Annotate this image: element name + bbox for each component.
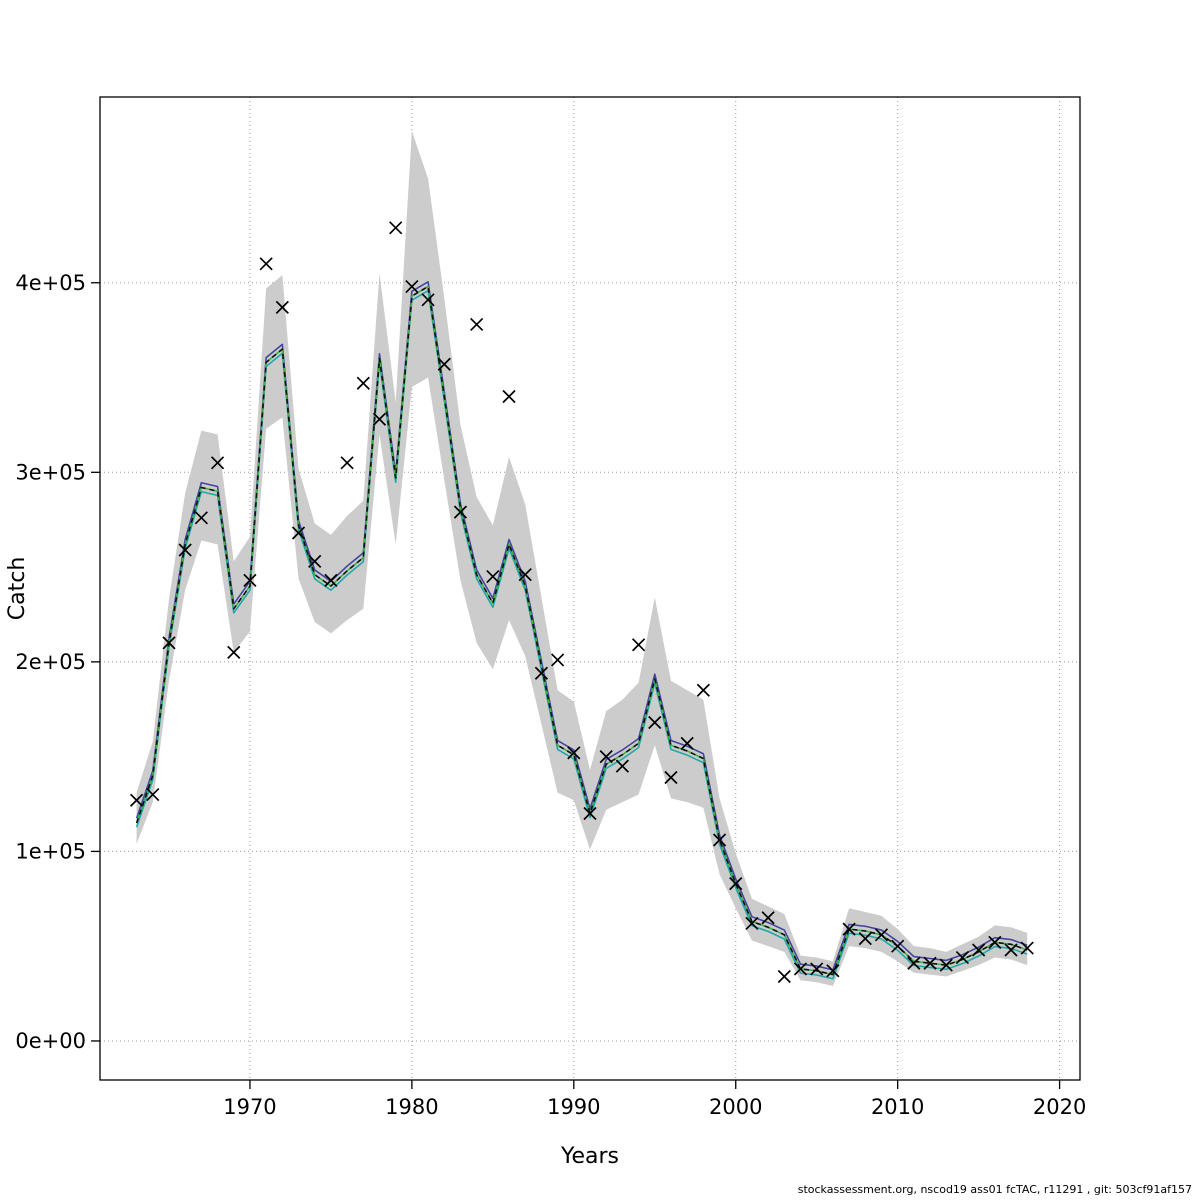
x-tick-label: 2010: [871, 1095, 924, 1119]
observed-catch-marker: [615, 759, 629, 773]
observed-catch-marker: [291, 526, 306, 540]
observed-catch-marker: [227, 645, 241, 659]
observed-catch-marker: [793, 962, 808, 976]
observed-catch-marker: [551, 653, 565, 667]
observed-catch-marker: [955, 950, 970, 965]
plot-border: [99, 96, 1081, 1081]
observed-catch-marker: [631, 638, 646, 652]
observed-catch-marker: [324, 573, 338, 587]
x-tick-label: 1980: [385, 1095, 438, 1119]
observed-catch-marker: [761, 911, 775, 925]
observed-catch-marker: [356, 376, 370, 390]
observed-catch-marker: [680, 736, 694, 750]
y-tick-label: 4e+05: [15, 271, 86, 295]
observed-catch-marker: [259, 257, 273, 271]
observed-catch-marker: [939, 958, 953, 972]
observed-catch-marker: [1020, 941, 1034, 955]
observed-catch-marker: [972, 943, 986, 957]
observed-catch-marker: [858, 931, 872, 946]
y-tick-label: 0e+00: [15, 1029, 86, 1053]
observed-catch-marker: [178, 543, 192, 557]
observed-catch-marker: [567, 746, 581, 760]
observed-catch-marker: [502, 389, 516, 404]
observed-catch-marker: [874, 928, 889, 942]
observed-catch-marker: [907, 956, 921, 970]
observed-catch-marker: [486, 569, 500, 584]
observed-catch-marker: [453, 505, 468, 519]
assessment-source-footer: stockassessment.org, nscod19 ass01 fcTAC…: [797, 1183, 1192, 1196]
x-tick-label: 2020: [1033, 1095, 1086, 1119]
observed-catch-marker: [518, 568, 532, 582]
observed-catch-marker: [664, 770, 678, 785]
observed-catch-marker: [437, 357, 451, 371]
fit-run-dashed: [135, 285, 1028, 976]
y-axis-title: Catch: [5, 557, 30, 621]
observed-catch-marker: [389, 221, 403, 235]
observed-catch-marker: [648, 715, 662, 730]
x-axis-title: Years: [560, 1144, 619, 1169]
observed-catch-marker: [891, 939, 905, 953]
observed-catch-marker: [210, 456, 225, 470]
observed-catch-marker: [194, 511, 208, 525]
observed-catch-marker: [696, 683, 710, 697]
observed-catch-marker: [243, 573, 257, 587]
observed-catch-marker: [162, 636, 176, 650]
y-tick-label: 2e+05: [15, 650, 86, 674]
observed-catch-marker: [470, 317, 484, 332]
y-tick-label: 3e+05: [15, 460, 86, 484]
observed-catch-marker: [534, 666, 549, 680]
confidence-band: [136, 131, 1028, 986]
observed-catch-marker: [129, 793, 144, 807]
observed-catch-marker: [712, 833, 727, 847]
x-tick-label: 2000: [709, 1095, 762, 1119]
observed-catch-marker: [421, 293, 435, 307]
x-tick-label: 1970: [223, 1095, 276, 1119]
observed-catch-marker: [275, 300, 289, 315]
observed-catch-marker: [842, 922, 856, 936]
observed-catch-marker: [1004, 943, 1018, 957]
observed-catch-marker: [405, 279, 419, 294]
observed-catch-marker: [810, 962, 824, 976]
observed-catch-marker: [923, 956, 937, 970]
observed-catch-marker: [988, 935, 1002, 949]
observed-catch-marker: [372, 412, 387, 426]
observed-catch-marker: [777, 969, 791, 984]
observed-catch-marker: [340, 456, 354, 470]
observed-catch-marker: [745, 916, 759, 931]
observed-catch-marker: [146, 787, 160, 802]
y-tick-label: 1e+05: [15, 839, 86, 863]
observed-catch-marker: [308, 554, 322, 568]
observed-catch-marker: [583, 806, 597, 821]
observed-catch-marker: [826, 964, 840, 978]
observed-catch-marker: [729, 877, 743, 891]
x-tick-label: 1990: [547, 1095, 600, 1119]
observed-catch-marker: [599, 750, 613, 764]
